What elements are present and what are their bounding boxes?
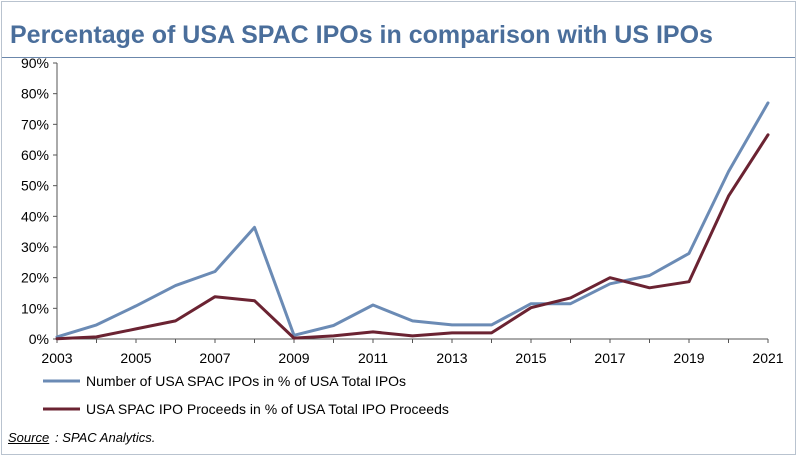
y-tick-label: 90%: [21, 55, 49, 71]
series-line-proceeds: [55, 133, 770, 341]
y-tick-label: 20%: [21, 270, 49, 286]
legend: Number of USA SPAC IPOs in % of USA Tota…: [43, 373, 449, 417]
source-text: : SPAC Analytics.: [55, 430, 156, 445]
y-tick-label: 50%: [21, 178, 49, 194]
x-tick-label: 2009: [278, 350, 309, 366]
legend-label: Number of USA SPAC IPOs in % of USA Tota…: [86, 373, 406, 389]
x-axis-ticks: 2003 2005 2007 2009 2011 2013 2015 2017 2019 2021: [41, 339, 784, 366]
series-group: [55, 101, 770, 341]
x-tick-label: 2017: [594, 350, 625, 366]
legend-label: USA SPAC IPO Proceeds in % of USA Total …: [86, 401, 449, 417]
x-tick-label: 2003: [41, 350, 72, 366]
y-tick-label: 0%: [29, 331, 49, 347]
x-tick-label: 2015: [515, 350, 546, 366]
source-label: Source: [8, 430, 50, 445]
x-tick-label: 2011: [358, 350, 388, 366]
y-tick-label: 80%: [21, 86, 49, 102]
series-line-count: [55, 101, 770, 339]
axes: [56, 63, 768, 340]
x-tick-label: 2005: [120, 350, 151, 366]
x-tick-label: 2019: [673, 350, 704, 366]
y-axis-ticks: 0% 10% 20% 30% 40% 50% 60% 70% 80% 90%: [21, 55, 57, 347]
chart-title: Percentage of USA SPAC IPOs in compariso…: [10, 21, 713, 49]
x-tick-label: 2021: [752, 350, 783, 366]
y-tick-label: 10%: [21, 300, 49, 316]
title-divider: [2, 57, 795, 58]
y-tick-label: 70%: [21, 116, 49, 132]
x-tick-label: 2007: [199, 350, 230, 366]
y-tick-label: 60%: [21, 147, 49, 163]
y-tick-label: 40%: [21, 208, 49, 224]
y-tick-label: 30%: [21, 239, 49, 255]
x-tick-label: 2013: [436, 350, 467, 366]
source-note: Source: [8, 430, 49, 445]
